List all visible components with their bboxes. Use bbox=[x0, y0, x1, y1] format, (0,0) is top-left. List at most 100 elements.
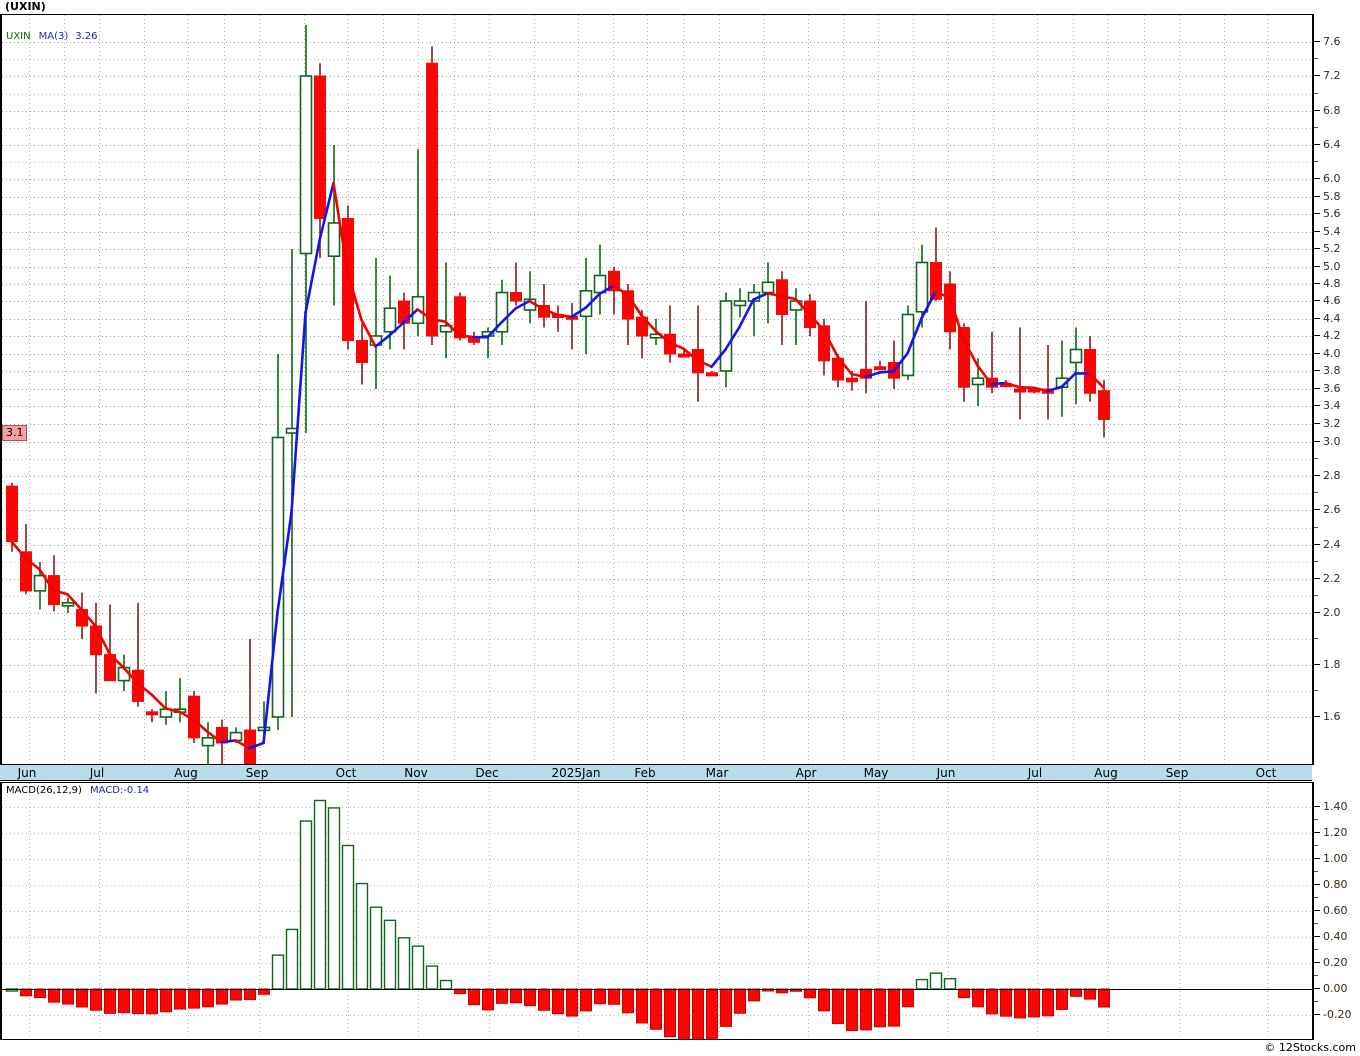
page-title: (UXIN) bbox=[5, 0, 46, 13]
copyright-text: © 12Stocks.com bbox=[1264, 1041, 1356, 1054]
price-tick bbox=[1314, 441, 1320, 442]
price-tick bbox=[1314, 178, 1320, 179]
price-minor-tick bbox=[1314, 458, 1318, 459]
macd-minor-tick bbox=[1314, 1001, 1318, 1002]
x-axis-band-price: Jun Jul Aug Sep Oct Nov Dec 2025Jan Feb Mar Apr May… bbox=[0, 764, 1312, 781]
macd-tick bbox=[1314, 858, 1320, 859]
current-price-marker: 3.1 bbox=[2, 425, 27, 441]
x-axis-label-price: Apr bbox=[795, 766, 817, 780]
x-axis-label-price: Oct bbox=[335, 766, 357, 780]
price-tick-label: 4.2 bbox=[1323, 329, 1341, 342]
price-minor-tick bbox=[1314, 93, 1318, 94]
macd-chart-panel[interactable]: MACD(26,12,9) MACD:-0.14 bbox=[0, 782, 1314, 1041]
macd-tick-label: 1.20 bbox=[1323, 826, 1348, 839]
macd-legend: MACD(26,12,9) MACD:-0.14 bbox=[6, 785, 149, 796]
macd-minor-tick bbox=[1314, 949, 1318, 950]
macd-minor-tick bbox=[1314, 819, 1318, 820]
x-axis-label-price: Aug bbox=[1094, 766, 1118, 780]
price-tick bbox=[1314, 213, 1320, 214]
price-tick bbox=[1314, 110, 1320, 111]
price-legend: UXIN MA(3) 3.26 bbox=[6, 31, 98, 42]
price-tick-label: 6.8 bbox=[1323, 104, 1341, 117]
price-tick-label: 5.2 bbox=[1323, 242, 1341, 255]
price-tick bbox=[1314, 196, 1320, 197]
price-tick-label: 6.0 bbox=[1323, 172, 1341, 185]
x-axis-label-price: Aug bbox=[174, 766, 198, 780]
price-tick bbox=[1314, 544, 1320, 545]
x-axis-label-price: 2025Jan bbox=[551, 766, 601, 780]
price-tick-label: 1.8 bbox=[1323, 658, 1341, 671]
macd-tick bbox=[1314, 1014, 1320, 1015]
price-tick-label: 4.8 bbox=[1323, 277, 1341, 290]
price-minor-tick bbox=[1314, 161, 1318, 162]
price-tick-label: 2.6 bbox=[1323, 503, 1341, 516]
price-tick-label: 7.6 bbox=[1323, 35, 1341, 48]
price-tick-label: 7.2 bbox=[1323, 69, 1341, 82]
price-minor-tick bbox=[1314, 127, 1318, 128]
price-tick bbox=[1314, 335, 1320, 336]
price-tick bbox=[1314, 41, 1320, 42]
macd-tick-label: 1.40 bbox=[1323, 800, 1348, 813]
price-tick bbox=[1314, 144, 1320, 145]
x-axis-label-price: Oct bbox=[1255, 766, 1277, 780]
macd-y-axis: 1.40 1.20 1.00 0.80 0.60 0.40 0.20 0.00 -0.20 bbox=[1312, 782, 1360, 1040]
price-tick bbox=[1314, 283, 1320, 284]
price-minor-tick bbox=[1314, 638, 1318, 639]
macd-minor-tick bbox=[1314, 871, 1318, 872]
macd-tick bbox=[1314, 936, 1320, 937]
macd-tick bbox=[1314, 962, 1320, 963]
price-tick-label: 3.0 bbox=[1323, 435, 1341, 448]
footer: © 12Stocks.com bbox=[0, 1040, 1360, 1056]
price-tick-label: 4.0 bbox=[1323, 347, 1341, 360]
price-tick-label: 3.6 bbox=[1323, 382, 1341, 395]
price-tick-label: 2.4 bbox=[1323, 538, 1341, 551]
macd-tick bbox=[1314, 806, 1320, 807]
price-tick bbox=[1314, 353, 1320, 354]
price-tick-label: 3.2 bbox=[1323, 417, 1341, 430]
price-minor-tick bbox=[1314, 58, 1318, 59]
x-axis-label-price: Jun bbox=[17, 766, 37, 780]
macd-minor-tick bbox=[1314, 975, 1318, 976]
price-tick bbox=[1314, 266, 1320, 267]
macd-tick-label: 0.40 bbox=[1323, 930, 1348, 943]
macd-tick-label: 1.00 bbox=[1323, 852, 1348, 865]
macd-tick bbox=[1314, 910, 1320, 911]
price-tick bbox=[1314, 388, 1320, 389]
price-tick bbox=[1314, 405, 1320, 406]
price-minor-tick bbox=[1314, 492, 1318, 493]
title-bar: (UXIN) bbox=[0, 0, 1360, 15]
price-tick bbox=[1314, 300, 1320, 301]
macd-minor-tick bbox=[1314, 845, 1318, 846]
macd-tick bbox=[1314, 988, 1320, 989]
price-minor-tick bbox=[1314, 690, 1318, 691]
price-tick-label: 4.4 bbox=[1323, 312, 1341, 325]
x-axis-label-price: Feb bbox=[634, 766, 656, 780]
x-axis-label-price: Mar bbox=[705, 766, 729, 780]
macd-tick-label: -0.20 bbox=[1323, 1008, 1352, 1021]
price-tick bbox=[1314, 475, 1320, 476]
x-axis-label-price: Jul bbox=[89, 766, 105, 780]
macd-minor-tick bbox=[1314, 923, 1318, 924]
macd-legend-value: MACD:-0.14 bbox=[89, 785, 150, 796]
price-minor-tick bbox=[1314, 595, 1318, 596]
legend-value: 3.26 bbox=[75, 31, 98, 42]
macd-tick bbox=[1314, 884, 1320, 885]
macd-tick-label: 0.80 bbox=[1323, 878, 1348, 891]
price-tick-label: 2.8 bbox=[1323, 469, 1341, 482]
price-tick-label: 2.2 bbox=[1323, 572, 1341, 585]
x-axis-label-price: May bbox=[863, 766, 889, 780]
price-tick-label: 6.4 bbox=[1323, 138, 1341, 151]
price-tick bbox=[1314, 423, 1320, 424]
price-tick bbox=[1314, 231, 1320, 232]
price-tick bbox=[1314, 578, 1320, 579]
x-axis-label-price: Dec bbox=[475, 766, 499, 780]
macd-tick-label: 0.60 bbox=[1323, 904, 1348, 917]
x-axis-label-price: Sep bbox=[1165, 766, 1189, 780]
price-chart-panel[interactable]: UXIN MA(3) 3.26 bbox=[0, 14, 1314, 766]
price-tick-label: 1.6 bbox=[1323, 710, 1341, 723]
macd-legend-name: MACD(26,12,9) bbox=[6, 785, 82, 796]
price-tick-label: 5.0 bbox=[1323, 260, 1341, 273]
price-tick bbox=[1314, 612, 1320, 613]
legend-symbol: UXIN bbox=[6, 31, 31, 42]
price-tick bbox=[1314, 318, 1320, 319]
